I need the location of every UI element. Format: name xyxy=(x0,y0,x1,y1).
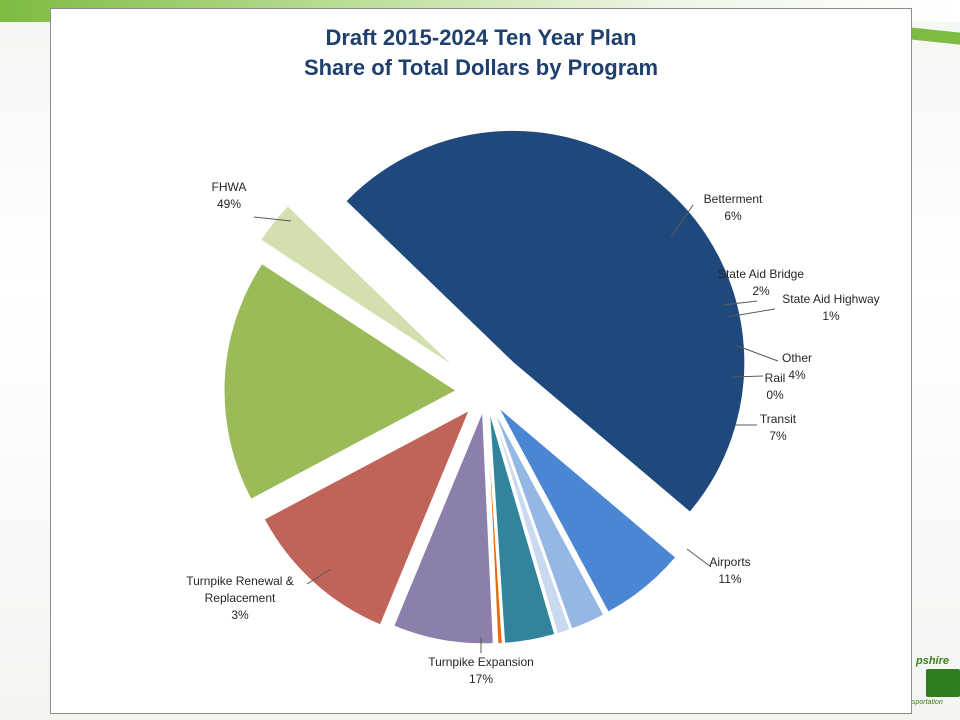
logo-text-bottom: sportation xyxy=(912,699,943,706)
pie-slice-turnpike-expansion xyxy=(223,262,458,500)
pie-slice-turnpike-renewal-replacement xyxy=(259,205,456,368)
logo-text-top: pshire xyxy=(916,655,950,667)
pie-chart: FHWA 49% Betterment 6% State Aid Bridge 2%Sta… xyxy=(186,129,880,686)
nhdot-logo: pshire sportation xyxy=(912,655,960,715)
data-label: Airports 11% xyxy=(709,555,750,586)
pie-slice-fhwa xyxy=(345,129,746,513)
leader-line xyxy=(732,375,764,378)
data-label: Turnpike Expansion 17% xyxy=(428,655,534,686)
chart-subtitle: Share of Total Dollars by Program xyxy=(303,55,659,80)
leader-line xyxy=(686,548,712,568)
chart-title: Draft 2015-2024 Ten Year Plan xyxy=(325,25,637,50)
pie-slice-other xyxy=(488,411,556,644)
leader-line xyxy=(306,568,332,585)
pie-slice-betterment xyxy=(498,407,677,613)
pie-slice-airports xyxy=(263,409,471,626)
logo-mark-icon xyxy=(926,669,960,697)
data-label: Transit 7% xyxy=(760,412,797,443)
data-label: Other 4% xyxy=(782,351,812,382)
pie-slice-transit xyxy=(393,411,494,645)
chart-frame: Draft 2015-2024 Ten Year Plan Share of T… xyxy=(50,8,912,714)
pie-slice-rail xyxy=(486,411,503,645)
data-label: FHWA 49% xyxy=(212,180,247,211)
leader-line xyxy=(722,300,758,306)
leader-line xyxy=(253,216,292,222)
data-label: State Aid Bridge 2% xyxy=(718,267,804,298)
data-label: Betterment 6% xyxy=(704,192,763,223)
pie-slice-state-aid-highway xyxy=(491,410,571,635)
leader-line xyxy=(726,308,776,318)
pie-slice-state-aid-bridge xyxy=(493,410,605,630)
leader-line xyxy=(734,344,779,362)
data-label: State Aid Highway 1% xyxy=(782,292,879,323)
data-label: Turnpike Renewal & Replacement 3% xyxy=(186,574,294,622)
data-label: Rail 0% xyxy=(765,371,786,402)
leader-line xyxy=(670,204,694,238)
chart-title-block: Draft 2015-2024 Ten Year Plan Share of T… xyxy=(51,23,911,83)
